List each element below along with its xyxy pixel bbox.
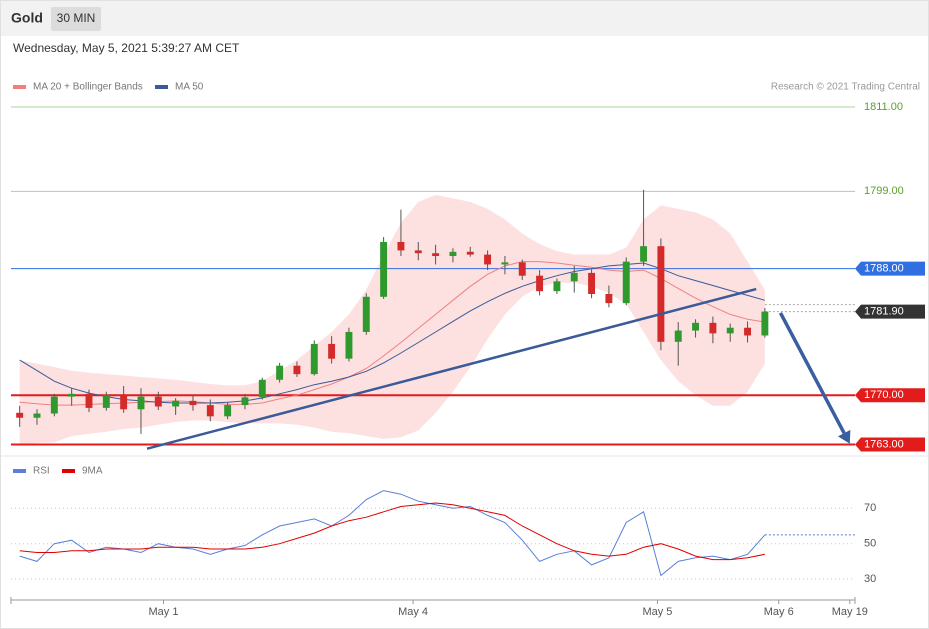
candle-body [484, 254, 492, 265]
candle-body [258, 379, 266, 398]
forecast-arrow [778, 312, 846, 434]
header-bar [0, 0, 929, 36]
credit: Research © 2021 Trading Central [771, 82, 920, 93]
candle-body [432, 253, 440, 257]
x-tick-label: May 5 [642, 606, 672, 618]
candle-body [744, 327, 752, 336]
candle-body [172, 400, 180, 407]
candle-body [137, 396, 145, 410]
level-label: 1811.00 [864, 101, 903, 113]
legend-label: 9MA [82, 466, 103, 477]
forecast-arrow-head [837, 429, 851, 444]
timestamp: Wednesday, May 5, 2021 5:39:27 AM CET [13, 41, 240, 55]
candle-body [640, 246, 648, 262]
candle-body [16, 412, 24, 418]
candle-body [518, 262, 526, 276]
candle-body [310, 343, 318, 375]
candle-body [570, 272, 578, 282]
legend-label: MA 50 [175, 82, 204, 93]
level-label: 1799.00 [864, 185, 904, 197]
candle-body [466, 251, 474, 255]
level-tag [855, 304, 925, 319]
x-tick-label: May 6 [764, 606, 794, 618]
candle-body [709, 322, 717, 334]
candle-body [553, 281, 561, 292]
candle-body [674, 330, 682, 342]
candle-body [761, 311, 769, 336]
candle-body [68, 393, 76, 397]
candle-body [224, 405, 232, 417]
candle-body [50, 396, 58, 414]
trendline [146, 287, 757, 450]
candle-body [85, 393, 93, 408]
level-tag [855, 261, 925, 276]
candle-body [414, 250, 422, 254]
candle-body [189, 400, 197, 406]
y-tick-label: 30 [864, 573, 876, 585]
level-tag [855, 437, 925, 452]
candle-body [692, 322, 700, 331]
x-tick-label: May 19 [832, 606, 868, 618]
candle-body [345, 331, 353, 359]
interval-button[interactable] [51, 7, 101, 31]
candle-body [380, 241, 388, 297]
instrument-title: Gold [11, 10, 43, 26]
legend-swatch [13, 85, 26, 89]
candle-body [536, 275, 544, 292]
x-tick-label: May 1 [149, 606, 179, 618]
x-tick-label: May 4 [398, 606, 428, 618]
candle-body [328, 343, 336, 359]
rsi-line [19, 490, 766, 577]
level-label: 1770.00 [864, 389, 904, 401]
candle-body [241, 397, 249, 406]
interval-label[interactable]: 30 MIN [57, 11, 96, 25]
candle-body [293, 365, 301, 375]
candle-body [605, 293, 613, 304]
legend-label: RSI [33, 466, 50, 477]
candle-body [120, 395, 128, 410]
candle-body [622, 261, 630, 304]
candle-body [449, 251, 457, 257]
rsi-line [19, 502, 765, 561]
candle-body [588, 272, 596, 294]
candle-body [276, 365, 284, 380]
candle-body [206, 405, 214, 417]
candle-body [726, 327, 734, 334]
level-label: 1788.00 [864, 263, 904, 275]
legend-swatch [13, 469, 26, 473]
level-tag [855, 388, 925, 403]
legend-swatch [62, 469, 75, 473]
y-tick-label: 70 [864, 502, 876, 514]
candle-body [154, 396, 162, 407]
level-label: 1763.00 [864, 438, 904, 450]
candle-body [102, 395, 110, 408]
legend-swatch [155, 85, 168, 89]
candle-body [362, 296, 370, 332]
candle-body [33, 413, 41, 418]
candle-body [501, 262, 509, 265]
level-label: 1781.90 [864, 305, 904, 317]
y-tick-label: 50 [864, 538, 876, 550]
legend-label: MA 20 + Bollinger Bands [33, 82, 143, 93]
candle-body [657, 246, 665, 342]
candle-body [397, 241, 405, 251]
bollinger-band [19, 194, 765, 445]
